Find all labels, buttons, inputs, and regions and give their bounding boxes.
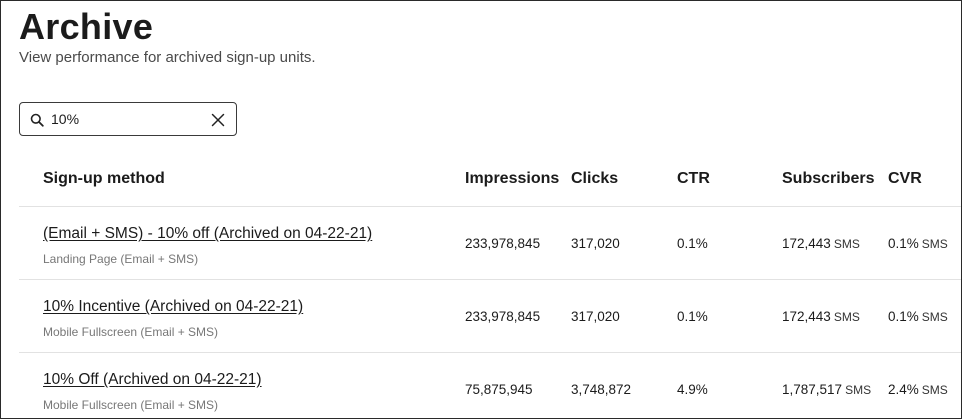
header-subscribers[interactable]: Subscribers	[782, 170, 875, 187]
sign-up-method-link[interactable]: (Email + SMS) - 10% off (Archived on 04-…	[43, 225, 373, 242]
sign-up-method-link[interactable]: 10% Incentive (Archived on 04-22-21)	[43, 298, 304, 315]
subscribers-unit: SMS	[833, 310, 860, 324]
page-subtitle: View performance for archived sign-up un…	[19, 49, 316, 66]
subscribers-value: 172,443	[782, 236, 831, 251]
subscribers-cell: 1,787,517 SMS	[782, 382, 871, 397]
impressions-value: 75,875,945	[465, 382, 533, 397]
search-icon	[30, 113, 44, 127]
cvr-unit: SMS	[921, 237, 948, 251]
sign-up-method-type: Mobile Fullscreen (Email + SMS)	[43, 325, 219, 339]
subscribers-cell: 172,443 SMS	[782, 236, 860, 251]
header-cvr[interactable]: CVR	[888, 170, 922, 187]
impressions-value: 233,978,845	[465, 236, 541, 251]
sign-up-method-link[interactable]: 10% Off (Archived on 04-22-21)	[43, 371, 262, 388]
subscribers-value: 1,787,517	[782, 382, 843, 397]
close-icon[interactable]	[211, 113, 225, 127]
sign-up-method-type: Mobile Fullscreen (Email + SMS)	[43, 398, 219, 412]
search-box[interactable]	[19, 102, 237, 136]
cvr-unit: SMS	[921, 310, 948, 324]
subscribers-unit: SMS	[833, 237, 860, 251]
ctr-value: 4.9%	[677, 382, 708, 397]
search-input[interactable]	[51, 109, 201, 129]
cvr-value: 0.1%	[888, 236, 919, 251]
clicks-value: 317,020	[571, 309, 620, 324]
table-row: 10% Incentive (Archived on 04-22-21) Mob…	[19, 280, 961, 353]
header-ctr[interactable]: CTR	[677, 170, 710, 187]
table-row: (Email + SMS) - 10% off (Archived on 04-…	[19, 207, 961, 280]
subscribers-value: 172,443	[782, 309, 831, 324]
page-title: Archive	[19, 6, 154, 47]
cvr-value: 2.4%	[888, 382, 919, 397]
cvr-unit: SMS	[921, 383, 948, 397]
header-impressions[interactable]: Impressions	[465, 170, 560, 187]
clicks-value: 3,748,872	[571, 382, 632, 397]
impressions-value: 233,978,845	[465, 309, 541, 324]
table-row: 10% Off (Archived on 04-22-21) Mobile Fu…	[19, 353, 961, 418]
header-clicks[interactable]: Clicks	[571, 170, 619, 187]
archive-table: Sign-up method Impressions Clicks CTR Su…	[19, 153, 961, 418]
header-sign-up-method[interactable]: Sign-up method	[43, 170, 165, 187]
cvr-cell: 0.1% SMS	[888, 236, 948, 251]
subscribers-unit: SMS	[845, 383, 872, 397]
cvr-cell: 2.4% SMS	[888, 382, 948, 397]
subscribers-cell: 172,443 SMS	[782, 309, 860, 324]
sign-up-method-type: Landing Page (Email + SMS)	[43, 252, 199, 266]
cvr-value: 0.1%	[888, 309, 919, 324]
table-header: Sign-up method Impressions Clicks CTR Su…	[19, 153, 961, 207]
cvr-cell: 0.1% SMS	[888, 309, 948, 324]
clicks-value: 317,020	[571, 236, 620, 251]
ctr-value: 0.1%	[677, 236, 708, 251]
ctr-value: 0.1%	[677, 309, 708, 324]
